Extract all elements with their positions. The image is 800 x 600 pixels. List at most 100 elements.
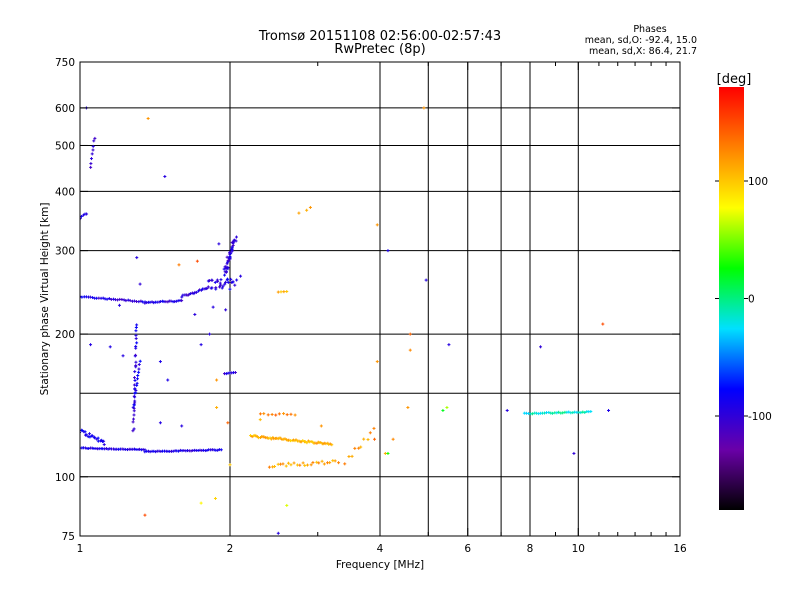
data-point [225,372,227,376]
y-tick-label: 200 [55,329,75,341]
data-point [168,299,170,303]
data-point [256,435,258,439]
data-point [134,376,136,380]
data-point [306,441,308,445]
data-point [135,353,137,357]
data-point [88,295,90,299]
data-point [602,322,604,326]
data-point [156,449,158,453]
data-point [298,211,300,215]
data-point [139,359,141,363]
data-point [167,378,169,382]
data-point [230,250,232,254]
data-point [156,300,158,304]
data-point [90,165,92,169]
data-point [233,371,235,375]
data-point [210,448,212,452]
data-point [334,459,336,463]
data-point [224,265,226,269]
data-point [407,406,409,410]
data-point [136,341,138,345]
data-point [266,436,268,440]
data-point [235,235,237,239]
data-point [220,278,222,282]
data-point [118,303,120,307]
data-point [280,462,282,466]
data-point [534,411,536,415]
data-point [562,411,564,415]
data-point [98,296,100,300]
data-point [226,262,228,266]
data-point [135,364,137,368]
data-point [81,446,83,450]
data-point [159,421,161,425]
data-point [260,436,262,440]
data-point [446,406,448,410]
data-point [146,301,148,305]
data-point [198,289,200,293]
data-point [84,212,86,216]
data-point [97,439,99,443]
data-point [134,387,136,391]
data-point [306,208,308,212]
data-point [209,279,211,283]
data-point [217,448,219,452]
data-point [206,448,208,452]
data-point [312,461,314,465]
data-point [586,410,588,414]
data-point [271,412,273,416]
data-point [94,436,96,440]
data-point [259,418,261,422]
data-point [136,323,138,327]
data-point [154,300,156,304]
data-point [222,284,224,288]
data-point [81,295,83,299]
data-point [129,299,131,303]
data-point [146,449,148,453]
data-point [558,410,560,414]
data-point [344,462,346,466]
data-point [122,354,124,358]
data-point [294,439,296,443]
data-point [280,436,282,440]
data-point [83,213,85,217]
data-point [104,297,106,301]
data-point [114,298,116,302]
data-point [235,239,237,243]
data-point [81,429,83,433]
data-point [104,447,106,451]
colorbar-tick-label: 0 [748,294,755,306]
colorbar-ticks: 100 0 -100 [715,176,772,423]
data-point [171,449,173,453]
data-point [367,438,369,442]
data-point [105,447,107,451]
data-point [125,299,127,303]
data-point [528,412,530,416]
data-point [224,282,226,286]
data-point [267,436,269,440]
data-point [307,439,309,443]
data-point [223,372,225,376]
data-point [96,437,98,441]
data-point [590,410,592,414]
y-tick-label: 100 [55,472,75,484]
data-point [132,429,134,433]
data-point [250,434,252,438]
data-point [540,345,542,349]
data-point [135,391,137,395]
data-point [108,297,110,301]
data-point [215,286,217,290]
phase-colorbar: [deg] 100 0 -100 [715,72,772,510]
data-point [103,443,105,447]
data-point [182,293,184,297]
data-point [135,333,137,337]
data-point [387,451,389,455]
data-point [151,449,153,453]
data-point [113,297,115,301]
data-point [360,445,362,449]
data-point [226,255,228,259]
data-point [267,413,269,417]
data-point [137,448,139,452]
data-point [174,300,176,304]
